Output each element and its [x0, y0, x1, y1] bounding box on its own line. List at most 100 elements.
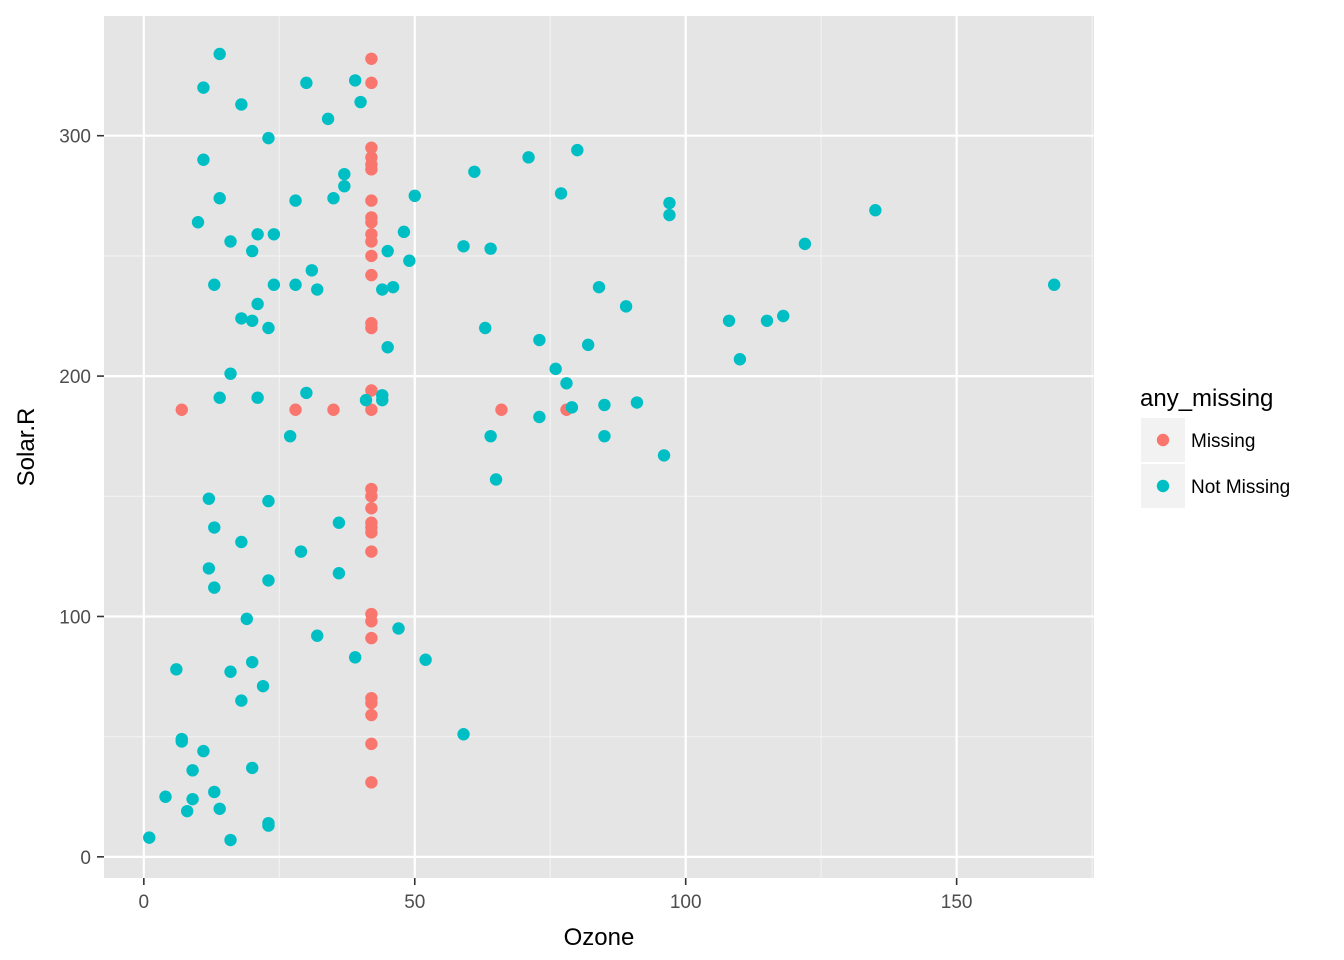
panel-background	[104, 16, 1094, 878]
legend-label: Missing	[1191, 431, 1255, 452]
data-point	[235, 312, 248, 325]
data-point	[365, 776, 378, 789]
data-point	[598, 398, 611, 412]
data-point	[365, 163, 378, 176]
series-not-missing	[143, 47, 1061, 847]
data-point	[365, 76, 378, 90]
data-point	[262, 131, 275, 145]
data-point	[365, 194, 378, 207]
data-point	[170, 663, 183, 676]
data-point	[381, 244, 394, 258]
data-point	[294, 545, 308, 558]
data-point	[262, 494, 275, 508]
data-point	[338, 179, 351, 193]
data-point	[365, 321, 378, 335]
data-point	[283, 429, 297, 443]
data-point	[186, 764, 199, 777]
data-point	[565, 401, 579, 414]
data-point	[300, 386, 313, 400]
data-point	[197, 153, 210, 166]
data-point	[224, 665, 237, 678]
data-point	[327, 403, 340, 416]
data-point	[262, 819, 275, 832]
data-point	[208, 521, 221, 534]
data-point	[213, 47, 226, 61]
data-point	[365, 526, 378, 539]
series-missing	[175, 52, 573, 789]
data-point	[224, 367, 237, 380]
data-point	[365, 490, 378, 503]
data-point	[365, 631, 378, 645]
y-axis-title: Solar.R	[13, 408, 40, 487]
legend-title: any_missing	[1140, 385, 1273, 412]
data-point	[175, 403, 188, 416]
plot-panel	[104, 16, 1094, 878]
legend-key-point	[1156, 479, 1170, 493]
data-point	[365, 235, 378, 248]
data-point	[581, 338, 595, 352]
data-point	[560, 377, 573, 390]
data-point	[522, 151, 535, 164]
data-point	[202, 562, 216, 575]
x-axis-title: Ozone	[564, 924, 635, 951]
data-point	[327, 192, 340, 205]
data-point	[348, 74, 362, 87]
data-point	[365, 615, 378, 628]
data-point	[246, 314, 259, 328]
data-point	[365, 502, 378, 515]
data-point	[246, 655, 259, 669]
data-point	[224, 833, 237, 847]
data-point	[365, 141, 378, 154]
data-point	[311, 283, 324, 296]
x-tick-label: 150	[941, 892, 973, 913]
data-point	[386, 280, 400, 294]
data-point	[479, 321, 492, 335]
data-point	[592, 280, 606, 294]
data-point	[397, 225, 411, 239]
data-point	[365, 384, 378, 397]
legend-key-point	[1156, 433, 1170, 447]
data-point	[760, 314, 774, 328]
data-point	[630, 396, 644, 409]
data-point	[213, 192, 226, 205]
data-point	[262, 321, 275, 335]
data-point	[365, 268, 378, 282]
data-point	[262, 574, 275, 587]
data-point	[208, 581, 221, 594]
data-point	[359, 393, 373, 407]
data-point	[202, 492, 216, 505]
data-point	[213, 802, 226, 815]
data-point	[197, 744, 210, 758]
data-point	[376, 393, 389, 407]
data-point	[354, 95, 367, 109]
data-point	[311, 629, 324, 642]
data-point	[175, 735, 188, 748]
x-tick-label: 100	[670, 892, 702, 913]
data-point	[186, 792, 199, 806]
data-point	[235, 535, 248, 549]
data-point	[419, 653, 432, 666]
data-point	[365, 249, 378, 263]
data-point	[251, 228, 264, 241]
data-point	[869, 204, 882, 217]
legend: any_missing Missing Not Missing	[1140, 385, 1290, 508]
data-point	[484, 242, 497, 255]
data-point	[251, 297, 264, 311]
data-point	[619, 300, 633, 313]
data-point	[598, 429, 611, 443]
data-point	[235, 694, 248, 707]
data-point	[213, 391, 226, 404]
axes: 0 50 100 150 0 100 200 300	[59, 127, 972, 913]
data-point	[348, 651, 362, 664]
data-point	[332, 566, 346, 580]
data-point	[208, 785, 221, 799]
data-point	[267, 228, 281, 241]
data-point	[533, 410, 546, 424]
data-point	[365, 216, 378, 229]
data-point	[554, 187, 568, 200]
y-tick-label: 100	[59, 607, 91, 628]
data-point	[657, 449, 671, 462]
data-point	[365, 708, 378, 722]
data-point	[365, 545, 378, 558]
data-point	[365, 52, 378, 65]
